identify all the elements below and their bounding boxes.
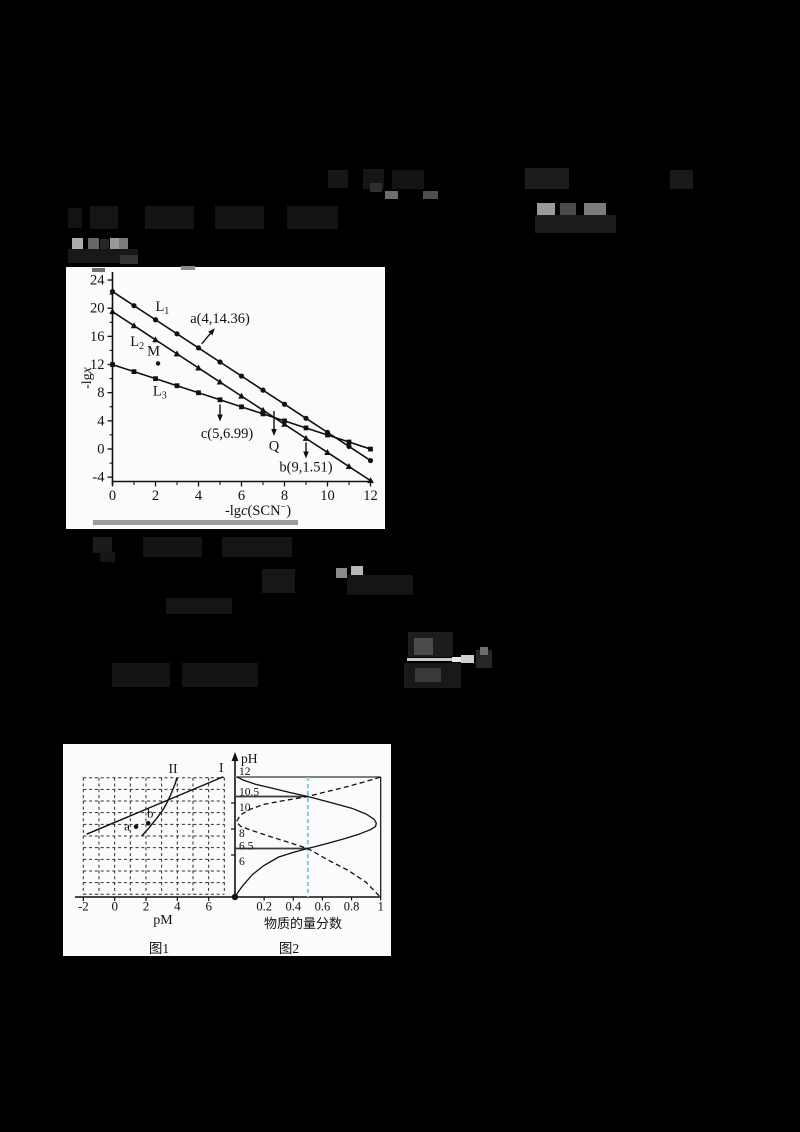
svg-text:0: 0: [111, 899, 118, 914]
svg-text:12: 12: [363, 488, 378, 504]
svg-text:M: M: [147, 343, 160, 359]
svg-text:8: 8: [239, 828, 245, 840]
fig2-caption: 图2: [278, 941, 300, 956]
illegible-fragment: [584, 203, 606, 215]
illegible-fragment: [347, 575, 413, 595]
svg-text:2: 2: [152, 488, 159, 504]
illegible-fragment: [370, 183, 382, 192]
illegible-fragment: [385, 191, 398, 199]
svg-text:10: 10: [320, 488, 335, 504]
svg-text:-4: -4: [92, 470, 105, 486]
svg-text:8: 8: [97, 385, 104, 401]
illegible-fragment: [145, 206, 194, 229]
svg-text:Q: Q: [269, 439, 280, 455]
svg-text:4: 4: [195, 488, 203, 504]
illegible-fragment: [336, 568, 347, 578]
svg-text:4: 4: [174, 899, 181, 914]
svg-text:L2: L2: [130, 334, 144, 352]
svg-text:I: I: [219, 760, 224, 775]
illegible-fragment: [181, 266, 195, 270]
svg-text:0.4: 0.4: [285, 900, 301, 914]
svg-text:L1: L1: [155, 299, 169, 317]
svg-text:L3: L3: [153, 383, 167, 401]
illegible-fragment: [262, 569, 295, 593]
illegible-fragment: [423, 191, 438, 199]
svg-text:16: 16: [90, 329, 105, 345]
illegible-fragment: [414, 638, 433, 655]
illegible-fragment: [287, 206, 338, 229]
illegible-fragment: [100, 239, 109, 249]
svg-text:12: 12: [239, 766, 251, 778]
svg-text:6: 6: [238, 488, 245, 504]
svg-text:II: II: [169, 761, 178, 776]
illegible-fragment: [392, 170, 424, 189]
illegible-fragment: [110, 238, 119, 249]
fig1-caption: 图1: [148, 941, 170, 956]
illegible-fragment: [93, 537, 112, 553]
svg-text:10: 10: [239, 802, 251, 814]
illegible-fragment: [92, 268, 105, 272]
figure-panel-pm-ph-chart: -2 0 2 4 6 I II a b pH 12 10.5 10 8 6.5 6 0.2 0.4 0.6 0.8 1: [63, 744, 391, 956]
illegible-fragment: [120, 255, 138, 264]
svg-text:a: a: [124, 819, 130, 834]
illegible-fragment: [72, 238, 83, 249]
illegible-fragment: [535, 215, 616, 233]
svg-text:-lgc(SCN−): -lgc(SCN−): [225, 502, 291, 519]
svg-text:8: 8: [281, 488, 288, 504]
svg-text:b(9,1.51): b(9,1.51): [279, 460, 332, 476]
illegible-fragment: [90, 206, 118, 229]
svg-text:6: 6: [205, 899, 212, 914]
illegible-fragment: [100, 552, 115, 562]
illegible-fragment: [112, 663, 170, 687]
illegible-fragment: [670, 170, 693, 189]
illegible-fragment: [93, 520, 298, 525]
figure-panel-scn-chart: 24 20 16 12 8 4 0 -4 0 2 4 6 8 10 12 -lgx -lgc(SCN−) L1 L2…: [66, 267, 385, 529]
svg-text:0.6: 0.6: [315, 900, 331, 914]
illegible-fragment: [525, 168, 569, 189]
svg-text:1: 1: [378, 900, 384, 914]
svg-text:0.8: 0.8: [344, 900, 360, 914]
svg-text:2: 2: [143, 899, 150, 914]
svg-text:0: 0: [109, 488, 116, 504]
illegible-fragment: [119, 238, 128, 249]
fig2-x-axis-label: 物质的量分数: [263, 916, 343, 931]
svg-text:4: 4: [97, 413, 105, 429]
svg-text:pH: pH: [241, 751, 258, 766]
illegible-fragment: [143, 537, 202, 557]
illegible-fragment: [328, 170, 348, 188]
svg-text:10.5: 10.5: [239, 787, 259, 799]
illegible-fragment: [452, 657, 463, 662]
svg-text:12: 12: [90, 357, 105, 373]
illegible-fragment: [560, 203, 576, 215]
svg-text:c(5,6.99): c(5,6.99): [201, 426, 254, 442]
svg-text:-lgx: -lgx: [80, 366, 95, 389]
fig1-x-axis-label: pM: [153, 913, 173, 928]
illegible-fragment: [182, 663, 258, 687]
illegible-fragment: [68, 208, 82, 228]
illegible-fragment: [407, 658, 457, 661]
illegible-fragment: [461, 655, 474, 663]
svg-text:6: 6: [239, 856, 245, 868]
illegible-fragment: [480, 647, 488, 655]
svg-text:20: 20: [90, 301, 105, 317]
svg-text:-2: -2: [78, 899, 89, 914]
svg-text:0.2: 0.2: [256, 900, 272, 914]
illegible-fragment: [222, 537, 292, 557]
svg-text:a(4,14.36): a(4,14.36): [190, 311, 250, 327]
illegible-fragment: [88, 238, 99, 249]
illegible-fragment: [537, 203, 555, 215]
illegible-fragment: [415, 668, 441, 682]
svg-text:0: 0: [97, 442, 104, 458]
illegible-fragment: [166, 598, 232, 614]
illegible-fragment: [215, 206, 264, 229]
svg-text:b: b: [147, 805, 154, 820]
svg-text:24: 24: [90, 273, 105, 289]
svg-text:6.5: 6.5: [239, 841, 254, 853]
